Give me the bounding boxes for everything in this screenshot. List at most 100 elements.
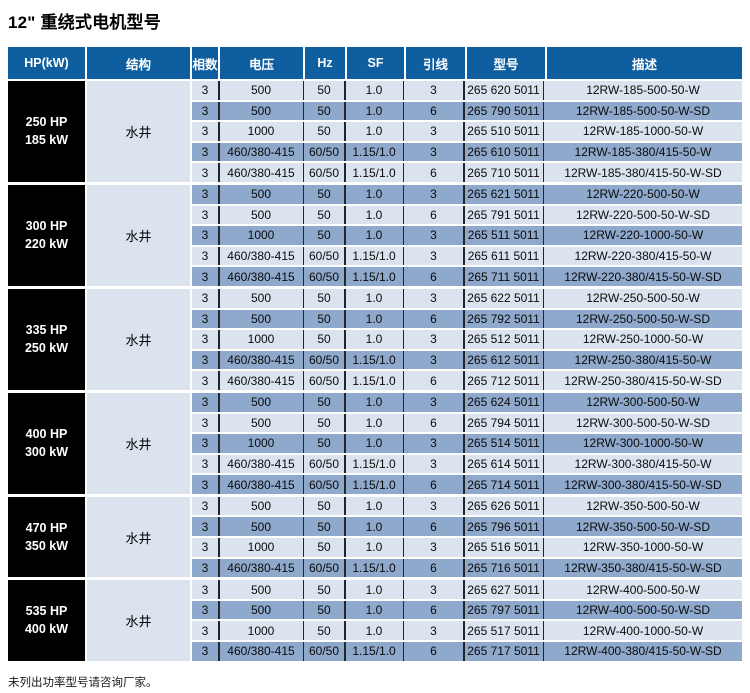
sf-cell: 1.0	[345, 81, 403, 100]
voltage-cell: 460/380-415	[219, 163, 303, 182]
model-cell: 265 620 5011	[464, 81, 543, 100]
sf-cell: 1.0	[345, 288, 403, 308]
header-leads: 引线	[406, 47, 465, 79]
table-header-row: HP(kW) 结构 相数 电压 Hz SF 引线 型号 描述	[8, 47, 742, 79]
description-cell: 12RW-185-1000-50-W	[544, 122, 742, 141]
model-cell: 265 714 5011	[464, 475, 543, 494]
hz-cell: 60/50	[304, 371, 344, 390]
voltage-cell: 460/380-415	[219, 454, 303, 474]
table-row: 3 500 50 1.0 3 265 627 5011 12RW-400-500-50-W	[192, 580, 742, 599]
phase-cell: 3	[192, 413, 218, 433]
table-row: 3 1000 50 1.0 3 265 512 5011 12RW-250-1000-50-…	[192, 330, 742, 349]
hp-value: 400 HP	[25, 427, 68, 442]
voltage-cell: 500	[219, 288, 303, 308]
hz-cell: 50	[304, 122, 344, 141]
kw-value: 250 kW	[24, 341, 69, 356]
sf-cell: 1.15/1.0	[345, 267, 403, 286]
model-cell: 265 626 5011	[464, 496, 543, 516]
group-rows: 3 500 50 1.0 3 265 622 5011 12RW-250-500-50-W 3…	[192, 288, 742, 390]
sf-cell: 1.0	[345, 413, 403, 433]
voltage-cell: 500	[219, 392, 303, 412]
description-cell: 12RW-250-380/415-50-W-SD	[544, 371, 742, 390]
table-row: 3 500 50 1.0 6 265 791 5011 12RW-220-500-50-W-…	[192, 205, 742, 225]
model-cell: 265 514 5011	[464, 434, 543, 453]
leads-cell: 6	[404, 163, 463, 182]
kw-value: 220 kW	[24, 237, 69, 252]
phase-cell: 3	[192, 184, 218, 204]
voltage-cell: 460/380-415	[219, 371, 303, 390]
structure-cell: 水井	[87, 288, 190, 390]
table-row: 3 460/380-415 60/50 1.15/1.0 3 265 610 5011 12…	[192, 142, 742, 162]
model-cell: 265 794 5011	[464, 413, 543, 433]
table-row: 3 500 50 1.0 3 265 620 5011 12RW-185-500-50-W	[192, 81, 742, 100]
model-cell: 265 517 5011	[464, 621, 543, 641]
group-rows: 3 500 50 1.0 3 265 626 5011 12RW-350-500-50-W 3…	[192, 496, 742, 578]
phase-cell: 3	[192, 454, 218, 474]
phase-cell: 3	[192, 163, 218, 182]
voltage-cell: 460/380-415	[219, 246, 303, 266]
structure-cell: 水井	[87, 496, 190, 578]
description-cell: 12RW-250-500-50-W-SD	[544, 309, 742, 329]
table-row: 3 500 50 1.0 3 265 621 5011 12RW-220-500-50-W	[192, 184, 742, 204]
table-row: 3 1000 50 1.0 3 265 511 5011 12RW-220-1000-50-…	[192, 226, 742, 245]
hz-cell: 60/50	[304, 558, 344, 578]
description-cell: 12RW-185-380/415-50-W	[544, 142, 742, 162]
group-rows: 3 500 50 1.0 3 265 621 5011 12RW-220-500-50-W 3…	[192, 184, 742, 286]
page-title: 12" 重绕式电机型号	[8, 13, 161, 32]
sf-cell: 1.15/1.0	[345, 475, 403, 494]
table-row: 3 500 50 1.0 6 265 790 5011 12RW-185-500-50-W-…	[192, 101, 742, 121]
leads-cell: 3	[404, 496, 463, 516]
leads-cell: 6	[404, 205, 463, 225]
table-row: 3 460/380-415 60/50 1.15/1.0 3 265 611 5011 12…	[192, 246, 742, 266]
table-row: 3 500 50 1.0 3 265 624 5011 12RW-300-500-50-W	[192, 392, 742, 412]
voltage-cell: 460/380-415	[219, 350, 303, 370]
header-voltage: 电压	[220, 47, 303, 79]
phase-cell: 3	[192, 538, 218, 557]
hp-rating-cell: 250 HP 185 kW	[8, 81, 85, 182]
table-row: 3 500 50 1.0 6 265 796 5011 12RW-350-500-50-W-…	[192, 517, 742, 537]
voltage-cell: 1000	[219, 434, 303, 453]
table-row: 3 460/380-415 60/50 1.15/1.0 6 265 717 5011 12…	[192, 642, 742, 661]
hp-value: 470 HP	[25, 520, 68, 535]
voltage-cell: 460/380-415	[219, 475, 303, 494]
hz-cell: 50	[304, 184, 344, 204]
hz-cell: 60/50	[304, 267, 344, 286]
hz-cell: 50	[304, 538, 344, 557]
hp-value: 250 HP	[25, 115, 68, 130]
voltage-cell: 1000	[219, 122, 303, 141]
sf-cell: 1.15/1.0	[345, 163, 403, 182]
table-row: 3 1000 50 1.0 3 265 514 5011 12RW-300-1000-50-…	[192, 434, 742, 453]
sf-cell: 1.15/1.0	[345, 142, 403, 162]
voltage-cell: 1000	[219, 226, 303, 245]
leads-cell: 6	[404, 309, 463, 329]
voltage-cell: 500	[219, 309, 303, 329]
motor-group: 470 HP 350 kW 水井 3 500 50 1.0 3 265 626 5011 12RW…	[8, 496, 742, 578]
hz-cell: 50	[304, 81, 344, 100]
phase-cell: 3	[192, 81, 218, 100]
model-cell: 265 612 5011	[464, 350, 543, 370]
leads-cell: 6	[404, 558, 463, 578]
sf-cell: 1.0	[345, 226, 403, 245]
model-cell: 265 791 5011	[464, 205, 543, 225]
voltage-cell: 500	[219, 81, 303, 100]
model-cell: 265 622 5011	[464, 288, 543, 308]
leads-cell: 6	[404, 101, 463, 121]
hp-rating-cell: 535 HP 400 kW	[8, 580, 85, 661]
phase-cell: 3	[192, 475, 218, 494]
leads-cell: 3	[404, 621, 463, 641]
table-row: 3 460/380-415 60/50 1.15/1.0 6 265 714 5011 12…	[192, 475, 742, 494]
hz-cell: 60/50	[304, 475, 344, 494]
hz-cell: 50	[304, 392, 344, 412]
hp-rating-cell: 400 HP 300 kW	[8, 392, 85, 494]
motor-group: 400 HP 300 kW 水井 3 500 50 1.0 3 265 624 5011 12RW…	[8, 392, 742, 494]
description-cell: 12RW-400-500-50-W-SD	[544, 600, 742, 620]
table-row: 3 1000 50 1.0 3 265 510 5011 12RW-185-1000-50-…	[192, 122, 742, 141]
description-cell: 12RW-400-380/415-50-W-SD	[544, 642, 742, 661]
leads-cell: 3	[404, 184, 463, 204]
table-row: 3 500 50 1.0 6 265 794 5011 12RW-300-500-50-W-…	[192, 413, 742, 433]
leads-cell: 3	[404, 142, 463, 162]
sf-cell: 1.0	[345, 184, 403, 204]
hz-cell: 50	[304, 600, 344, 620]
motor-model-table: HP(kW) 结构 相数 电压 Hz SF 引线 型号 描述 250 HP 185…	[8, 47, 742, 661]
